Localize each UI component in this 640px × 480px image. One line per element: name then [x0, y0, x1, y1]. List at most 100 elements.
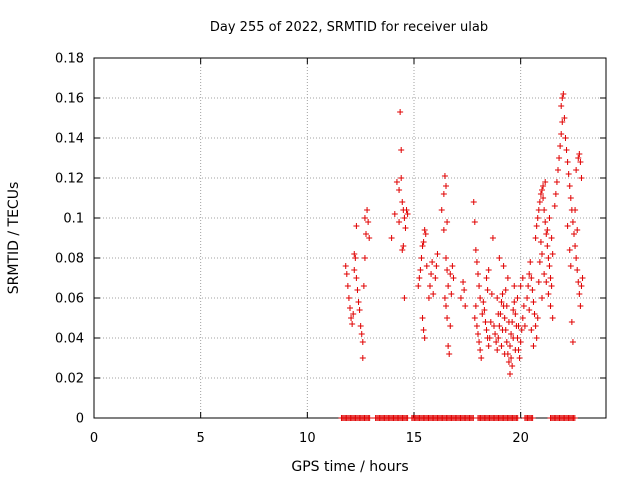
data-point	[542, 179, 549, 185]
data-point	[480, 299, 487, 305]
data-point	[443, 183, 449, 189]
data-point	[342, 263, 349, 269]
data-point	[508, 331, 515, 337]
data-point	[565, 171, 572, 177]
data-point	[472, 247, 479, 253]
data-point	[498, 343, 505, 349]
data-point	[558, 103, 565, 109]
data-point	[415, 283, 422, 289]
data-point	[444, 219, 451, 225]
data-point	[569, 339, 576, 345]
data-point	[470, 199, 477, 205]
data-point	[492, 331, 499, 337]
data-point	[438, 207, 445, 213]
data-point	[500, 263, 507, 269]
data-point	[547, 275, 554, 281]
data-point	[552, 191, 559, 197]
data-point	[566, 183, 573, 189]
data-point	[578, 283, 585, 289]
data-point	[398, 147, 405, 153]
data-point	[498, 299, 505, 305]
data-point	[526, 271, 533, 277]
data-point	[530, 299, 537, 305]
data-point	[534, 315, 541, 321]
data-point	[427, 283, 433, 289]
data-point	[544, 227, 551, 233]
data-point	[575, 155, 582, 161]
data-point	[353, 223, 360, 229]
data-point	[344, 283, 351, 289]
data-point	[507, 343, 513, 349]
y-tick-label: 0.14	[55, 132, 84, 147]
data-point	[421, 227, 428, 233]
y-tick-label: 0.18	[55, 52, 84, 67]
data-point	[450, 275, 457, 281]
data-point	[483, 275, 490, 281]
y-axis-label: SRMTID / TECUs	[6, 182, 22, 295]
data-point	[355, 299, 362, 305]
y-tick-label: 0.16	[55, 92, 84, 107]
data-point	[573, 167, 580, 173]
data-point	[441, 295, 448, 301]
data-point	[444, 267, 451, 273]
data-point	[422, 231, 429, 237]
data-point	[484, 287, 491, 293]
data-point	[345, 295, 352, 301]
grid-lines	[94, 58, 606, 418]
data-point	[557, 143, 564, 149]
data-point	[396, 219, 403, 225]
data-point	[504, 275, 511, 281]
data-point	[449, 263, 456, 269]
data-point	[443, 255, 449, 261]
data-point	[532, 235, 539, 241]
data-point	[532, 323, 539, 329]
data-point	[366, 235, 373, 241]
data-point	[485, 343, 492, 349]
data-point	[569, 219, 576, 225]
data-point	[543, 279, 550, 285]
data-point	[543, 231, 550, 237]
data-point	[510, 335, 517, 341]
data-point	[354, 287, 361, 293]
x-tick-label: 10	[299, 431, 316, 446]
data-point	[486, 335, 493, 341]
data-point	[566, 247, 573, 253]
data-point	[518, 327, 525, 333]
data-point	[479, 311, 486, 317]
data-point	[516, 355, 523, 361]
data-point	[536, 199, 543, 205]
data-point	[562, 135, 569, 141]
data-points	[338, 91, 586, 421]
data-point	[425, 295, 432, 301]
data-point	[558, 131, 565, 137]
data-point	[577, 303, 584, 309]
data-point	[556, 155, 563, 161]
data-point	[443, 303, 449, 309]
data-point	[487, 319, 494, 325]
data-point	[564, 223, 571, 229]
data-point	[448, 291, 455, 297]
data-point	[494, 295, 501, 301]
data-point	[460, 279, 467, 285]
data-point	[489, 235, 496, 241]
data-point	[499, 327, 506, 333]
data-point	[403, 207, 410, 213]
data-point	[428, 271, 435, 277]
data-point	[393, 179, 400, 185]
zero-point	[366, 415, 373, 421]
data-point	[481, 307, 488, 313]
data-point	[549, 315, 556, 321]
data-point	[401, 295, 408, 301]
data-point	[568, 319, 575, 325]
zero-point	[514, 415, 521, 421]
data-point	[549, 251, 556, 257]
data-point	[388, 235, 395, 241]
data-point	[496, 323, 503, 329]
data-point	[461, 287, 468, 293]
data-point	[537, 239, 544, 245]
data-point	[503, 339, 510, 345]
data-point	[361, 255, 368, 261]
data-point	[495, 335, 502, 341]
x-tick-label: 20	[512, 431, 529, 446]
data-point	[419, 243, 426, 249]
